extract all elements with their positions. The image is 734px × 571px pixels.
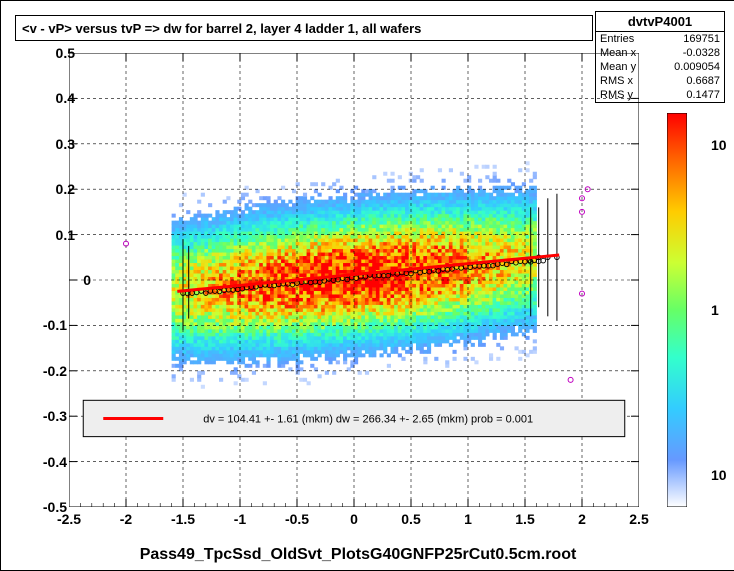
colorbar	[667, 113, 687, 507]
colorbar-tick-label: 10	[711, 467, 727, 483]
y-tick-label: -0.1	[27, 317, 67, 333]
plot-area: dv = 104.41 +- 1.61 (mkm) dw = 266.34 +-…	[69, 53, 639, 507]
x-tick-label: 0	[350, 511, 358, 527]
figure-container: <v - vP> versus tvP => dw for barrel 2, …	[0, 0, 734, 571]
y-tick-label: -0.2	[27, 363, 67, 379]
plot-svg: dv = 104.41 +- 1.61 (mkm) dw = 266.34 +-…	[69, 53, 639, 507]
stats-value: 0.1477	[686, 89, 720, 101]
x-tick-label: 1.5	[515, 511, 534, 527]
y-tick-label: 0.1	[35, 227, 75, 243]
x-tick-label: -1	[234, 511, 246, 527]
x-tick-label: 0.5	[401, 511, 420, 527]
y-tick-label: 0.4	[35, 90, 75, 106]
footer-filename: Pass49_TpcSsd_OldSvt_PlotsG40GNFP25rCut0…	[1, 546, 715, 564]
y-tick-label: -0.5	[27, 499, 67, 515]
svg-text:dv = 104.41 +- 1.61 (mkm) dw =: dv = 104.41 +- 1.61 (mkm) dw = 266.34 +-…	[203, 413, 533, 425]
y-tick-label: 0.5	[35, 45, 75, 61]
x-tick-label: 1	[464, 511, 472, 527]
y-tick-label: 0.2	[35, 181, 75, 197]
colorbar-svg	[667, 113, 687, 507]
stats-name: dvtvP4001	[596, 12, 724, 32]
stats-row-entries: Entries 169751	[596, 32, 724, 46]
x-tick-label: -2	[120, 511, 132, 527]
y-tick-label: 0.3	[35, 136, 75, 152]
stats-value: 0.6687	[686, 75, 720, 87]
y-tick-label: 0	[51, 272, 91, 288]
y-tick-label: -0.3	[27, 408, 67, 424]
stats-value: -0.0328	[683, 47, 720, 59]
colorbar-tick-label: 1	[711, 302, 719, 318]
plot-title-text: <v - vP> versus tvP => dw for barrel 2, …	[22, 21, 421, 36]
stats-value: 169751	[683, 33, 720, 45]
stats-value: 0.009054	[674, 61, 720, 73]
x-tick-label: -1.5	[171, 511, 195, 527]
colorbar-tick-label: 10	[711, 137, 727, 153]
x-tick-label: -0.5	[285, 511, 309, 527]
plot-title: <v - vP> versus tvP => dw for barrel 2, …	[15, 15, 593, 41]
y-tick-label: -0.4	[27, 454, 67, 470]
x-tick-label: 2.5	[629, 511, 648, 527]
x-tick-label: 2	[578, 511, 586, 527]
stats-label: Entries	[600, 33, 634, 45]
